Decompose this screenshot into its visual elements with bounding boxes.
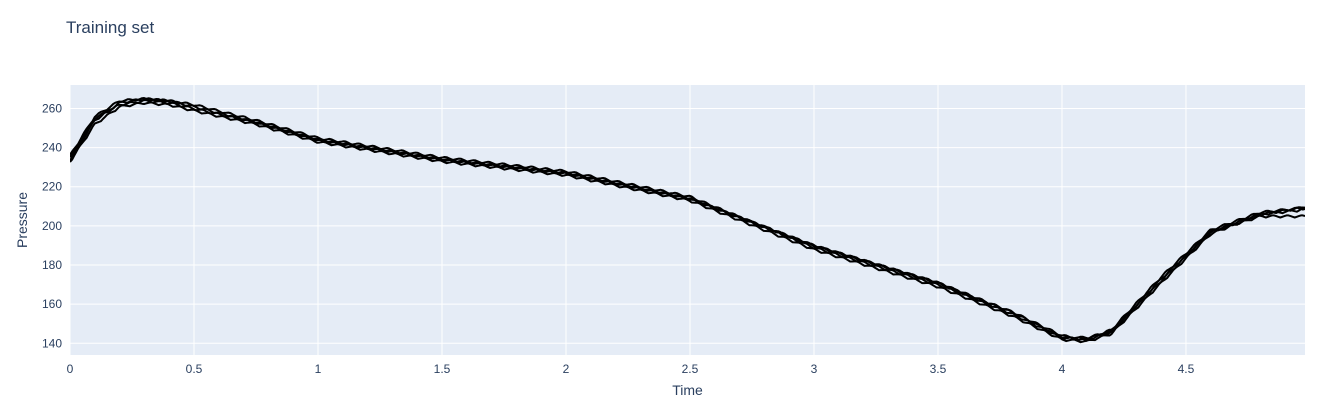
y-axis-title: Pressure [14,192,30,248]
x-tick-label: 3.5 [930,362,947,376]
y-tick-label: 260 [42,101,62,115]
x-tick-label: 2.5 [682,362,699,376]
x-axis-title: Time [672,382,703,398]
y-axis-ticks: 140 160 180 200 220 240 260 [42,101,62,350]
x-tick-label: 4.5 [1178,362,1195,376]
y-tick-label: 160 [42,297,62,311]
plot-area [70,85,1305,355]
y-tick-label: 180 [42,258,62,272]
series-layer [70,97,1305,344]
x-tick-label: 0.5 [186,362,203,376]
y-tick-label: 140 [42,336,62,350]
x-axis-ticks: 0 0.5 1 1.5 2 2.5 3 3.5 4 4.5 [67,362,1195,376]
x-tick-label: 0 [67,362,74,376]
y-tick-label: 240 [42,141,62,155]
y-tick-label: 200 [42,219,62,233]
x-tick-label: 4 [1059,362,1066,376]
x-tick-label: 3 [811,362,818,376]
x-tick-label: 2 [563,362,570,376]
x-tick-label: 1.5 [434,362,451,376]
x-tick-label: 1 [315,362,322,376]
y-tick-label: 220 [42,180,62,194]
chart-title: Training set [66,18,155,37]
series-line [70,101,1305,344]
grid [69,85,1305,355]
series-line [70,99,1305,340]
